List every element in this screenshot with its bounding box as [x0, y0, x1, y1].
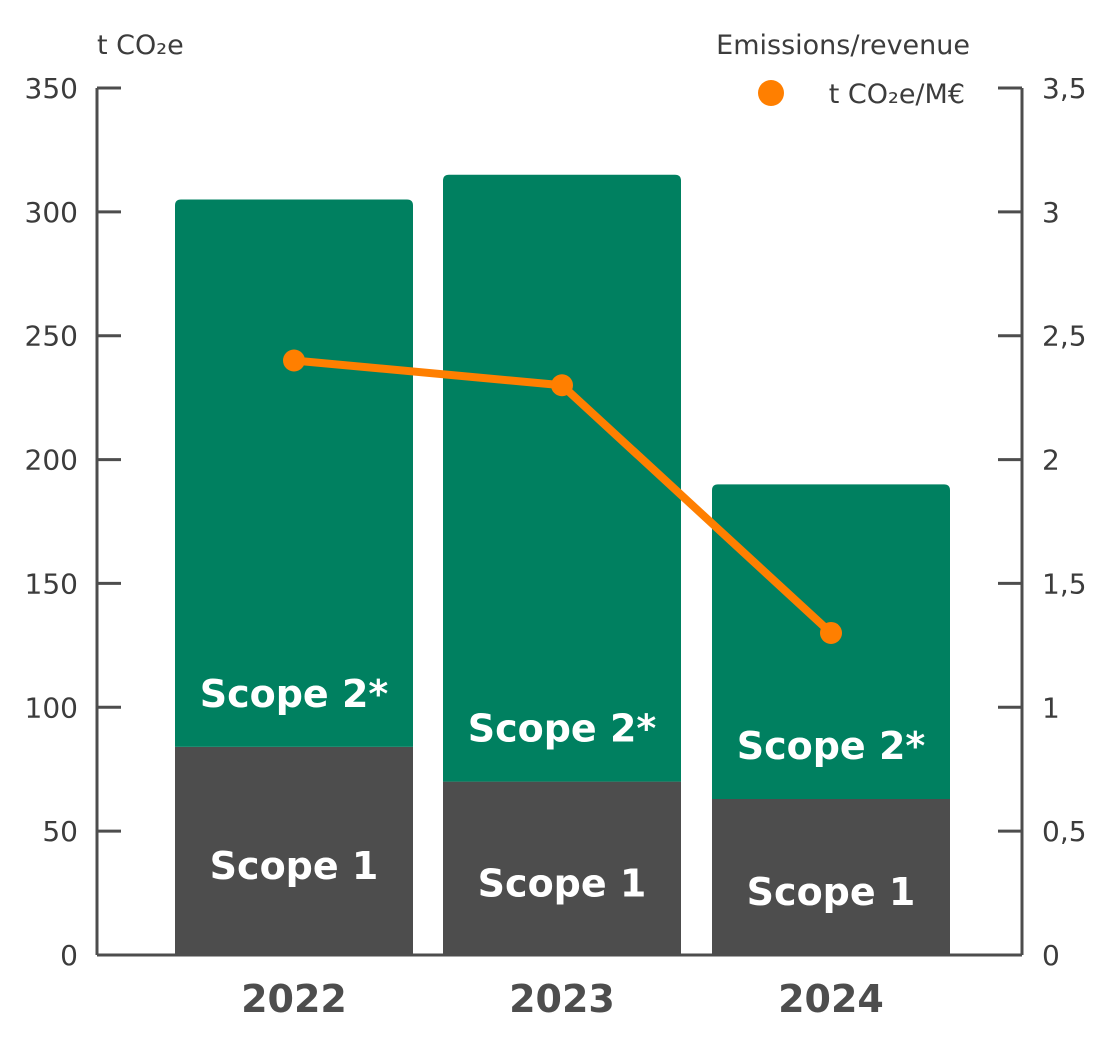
- left-tick-label-250: 250: [25, 320, 78, 353]
- bar-2023-scope-1: [443, 781, 681, 955]
- bar-2022-scope-2-: [175, 199, 413, 747]
- left-tick-label-200: 200: [25, 444, 78, 477]
- bar-label-2024-scope1: Scope 1: [747, 870, 916, 914]
- legend-title: Emissions/revenue: [716, 30, 970, 61]
- left-tick-label-150: 150: [25, 567, 78, 600]
- right-tick-label-1: 1: [1042, 691, 1060, 724]
- legend-entry: t CO₂e/M€: [829, 79, 965, 110]
- bar-label-2022-scope1: Scope 1: [210, 844, 379, 888]
- emissions-revenue-point-2023: [551, 374, 573, 397]
- right-tick-label-1-5: 1,5: [1042, 567, 1087, 600]
- x-tick-label-2024: 2024: [778, 977, 884, 1021]
- legend-marker: [758, 80, 784, 106]
- x-tick-label-2022: 2022: [241, 977, 347, 1021]
- x-tick-label-2023: 2023: [509, 977, 615, 1021]
- bar-label-2023-scope1: Scope 1: [478, 861, 647, 905]
- right-tick-label-2: 2: [1042, 444, 1060, 477]
- right-tick-label-0-5: 0,5: [1042, 815, 1087, 848]
- emissions-revenue-point-2024: [820, 621, 842, 644]
- right-tick-label-2-5: 2,5: [1042, 320, 1087, 353]
- bar-label-2023-scope2: Scope 2*: [468, 707, 657, 751]
- ticks-layer: [97, 86, 1022, 957]
- line-layer: [283, 349, 842, 644]
- left-tick-label-300: 300: [25, 196, 78, 229]
- bar-label-2024-scope2: Scope 2*: [737, 724, 926, 768]
- bar-2023-scope-2-: [443, 174, 681, 782]
- emissions-revenue-point-2022: [283, 349, 305, 372]
- left-tick-label-50: 50: [42, 815, 78, 848]
- labels-layer: t CO₂e Emissions/revenue t CO₂e/M€ 2022 2…: [25, 30, 1087, 1021]
- right-tick-label-3: 3: [1042, 196, 1060, 229]
- left-tick-label-350: 350: [25, 72, 78, 105]
- left-axis-unit: t CO₂e: [97, 30, 184, 61]
- right-tick-label-0: 0: [1042, 939, 1060, 972]
- bar-2022-scope-1: [175, 746, 413, 955]
- left-tick-label-0: 0: [60, 939, 78, 972]
- bar-2024-scope-1: [712, 798, 950, 955]
- left-tick-label-100: 100: [25, 691, 78, 724]
- bar-label-2022-scope2: Scope 2*: [200, 672, 389, 716]
- right-tick-label-3-5: 3,5: [1042, 72, 1087, 105]
- axes-layer: [95, 88, 1024, 957]
- bars-layer: Scope 1 Scope 2* Scope 1 Scope 2* Scope 1 Sco…: [175, 174, 950, 955]
